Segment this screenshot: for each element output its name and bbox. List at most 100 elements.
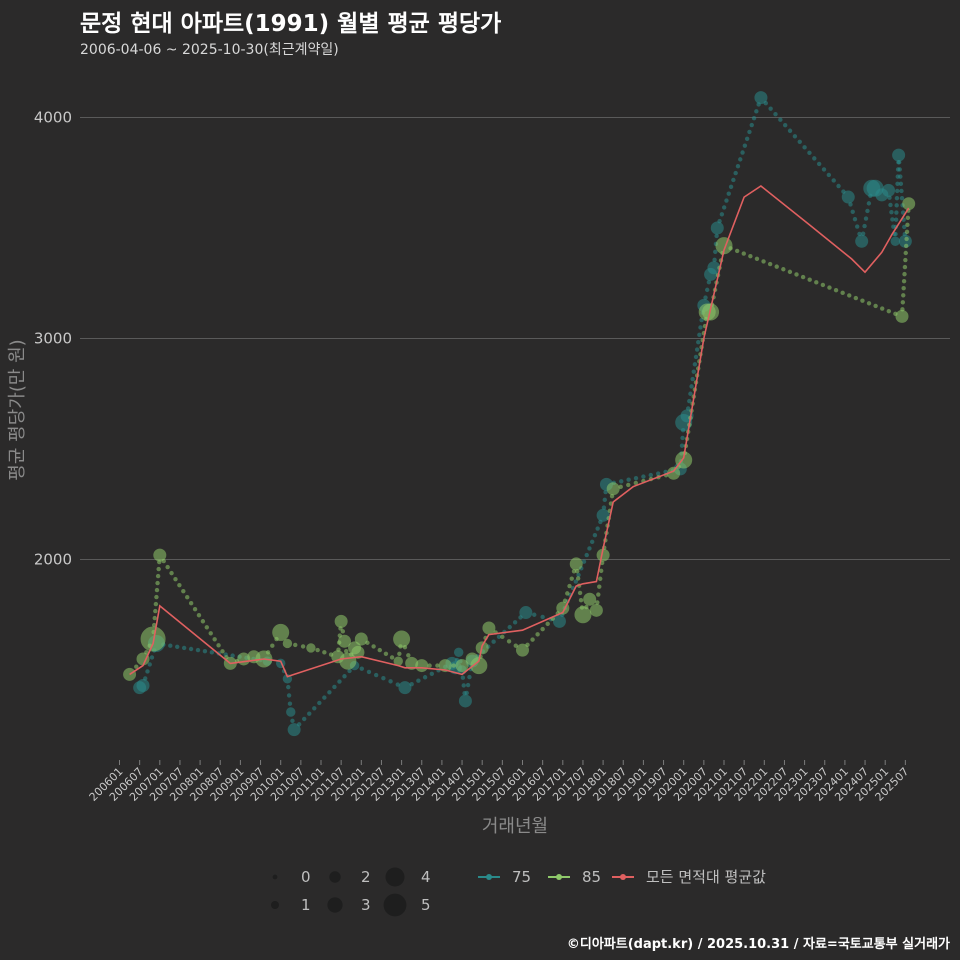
series-0-interp-dot	[821, 167, 827, 172]
series-0-interp-dot	[429, 671, 435, 676]
series-1-point-201705	[569, 557, 583, 571]
series-0-point-202406	[855, 234, 869, 248]
series-1-interp-dot	[820, 282, 826, 288]
series-0-point-202011	[710, 221, 724, 235]
series-1-point-201804	[606, 482, 620, 496]
series-1-interp-dot	[152, 615, 157, 621]
series-0-interp-dot	[713, 249, 718, 255]
series-0-interp-dot	[836, 183, 841, 189]
series-1-interp-dot	[427, 663, 432, 668]
size-legend-dot-1	[271, 901, 279, 909]
series-0-interp-dot	[689, 384, 694, 389]
y-axis-label: 평균 평당가(만 원)	[7, 339, 28, 480]
series-0-interp-dot	[290, 718, 295, 724]
size-legend-dot-3	[327, 897, 343, 913]
series-0-interp-dot	[724, 198, 729, 203]
footer-credit: ©디아파트(dapt.kr) / 2025.10.31 / 자료=국토교통부 실…	[566, 937, 950, 952]
series-1-interp-dot	[500, 634, 505, 640]
series-1-interp-dot	[774, 264, 779, 269]
series-0-interp-dot	[168, 643, 173, 648]
series-0-interp-dot	[768, 106, 773, 111]
series-0-interp-dot	[863, 216, 869, 221]
legend: 0 1 2 3 4 5 75 85 모든 면적대 평균값	[271, 867, 766, 917]
series-0-interp-dot	[826, 172, 832, 178]
series-1-interp-dot	[598, 568, 604, 574]
series-1-interp-dot	[577, 590, 583, 596]
series-1-interp-dot	[383, 651, 389, 656]
series-0-interp-dot	[388, 679, 393, 684]
series-1-interp-dot	[902, 264, 908, 270]
series-0-interp-dot	[792, 134, 798, 139]
series-0-point-202112	[754, 91, 768, 105]
series-1-interp-dot	[578, 598, 584, 603]
series-0-interp-dot	[626, 477, 631, 482]
series-1-interp-dot	[540, 626, 545, 632]
series-0-interp-dot	[461, 683, 466, 688]
series-0-interp-dot	[697, 332, 702, 338]
series-0-interp-dot	[714, 233, 719, 239]
series-1-point-201503	[482, 621, 496, 635]
series-0-interp-dot	[895, 181, 900, 186]
series-0-interp-dot	[749, 122, 754, 128]
series-1-interp-dot	[169, 570, 174, 576]
series-0-interp-dot	[888, 202, 893, 208]
series-1-interp-dot	[880, 306, 885, 311]
series-1-interp-dot	[165, 564, 170, 570]
series-0-interp-dot	[893, 231, 898, 237]
series-1-interp-dot	[754, 256, 760, 261]
series-1-interp-dot	[340, 629, 346, 634]
size-legend-label-2: 2	[361, 868, 371, 886]
series-0-interp-dot	[898, 174, 903, 179]
series-0-interp-dot	[797, 139, 802, 145]
x-axis-label: 거래년월	[482, 816, 548, 837]
series-0-point-201302	[398, 681, 412, 695]
series-1-point-201307	[415, 659, 429, 673]
series-0-interp-dot	[894, 210, 899, 215]
series-0-interp-dot	[852, 216, 858, 222]
series-1-point-201402	[438, 659, 452, 673]
series-0-interp-dot	[507, 624, 512, 630]
size-legend-label-1: 1	[301, 896, 311, 914]
series-0-interp-dot	[733, 170, 738, 176]
series-0-interp-dot	[373, 672, 379, 678]
series-0-interp-dot	[706, 279, 712, 285]
series-1-interp-dot	[371, 644, 376, 649]
series-1-interp-dot	[833, 288, 839, 293]
series-1-interp-dot	[901, 278, 907, 284]
series-0-interp-dot	[802, 145, 807, 150]
series-1-point-201201	[354, 632, 368, 646]
series-0-point-201406	[453, 647, 464, 658]
series-1-interp-dot	[901, 293, 906, 298]
series-1-interp-dot	[903, 243, 909, 249]
series-1-point-201010	[306, 643, 316, 653]
series-0-interp-dot	[782, 123, 788, 128]
series-1-interp-dot	[530, 637, 535, 642]
series-1-point-201407	[455, 659, 469, 673]
series-0-interp-dot	[902, 224, 907, 230]
series-0-interp-dot	[688, 391, 693, 396]
series-0-point-201612	[552, 614, 566, 628]
series-0-interp-dot	[195, 647, 201, 653]
series-0-interp-dot	[312, 706, 317, 711]
series-1-point-201107	[334, 614, 348, 628]
series-0-interp-dot	[307, 711, 312, 716]
series-0-interp-dot	[188, 646, 194, 652]
series-1-interp-dot	[900, 300, 906, 305]
series-0-interp-dot	[602, 497, 607, 503]
series-1-interp-dot	[451, 663, 456, 668]
series-1-interp-dot	[904, 229, 910, 235]
series-1-interp-dot	[596, 592, 601, 597]
y-tick-3000: 3000	[34, 330, 72, 348]
series-1-interp-dot	[185, 594, 190, 600]
series-0-interp-dot	[862, 223, 867, 229]
series-0-interp-dot	[381, 676, 386, 681]
series-0-interp-dot	[149, 655, 155, 660]
series-0-interp-dot	[693, 354, 699, 360]
series-0-interp-dot	[337, 679, 342, 684]
grid-lines	[80, 117, 950, 560]
series-0-interp-dot	[778, 117, 783, 122]
series-0-interp-dot	[694, 347, 700, 352]
series-0-point-201602	[519, 606, 533, 620]
series-1-interp-dot	[597, 584, 602, 589]
series-0-interp-dot	[181, 645, 187, 651]
